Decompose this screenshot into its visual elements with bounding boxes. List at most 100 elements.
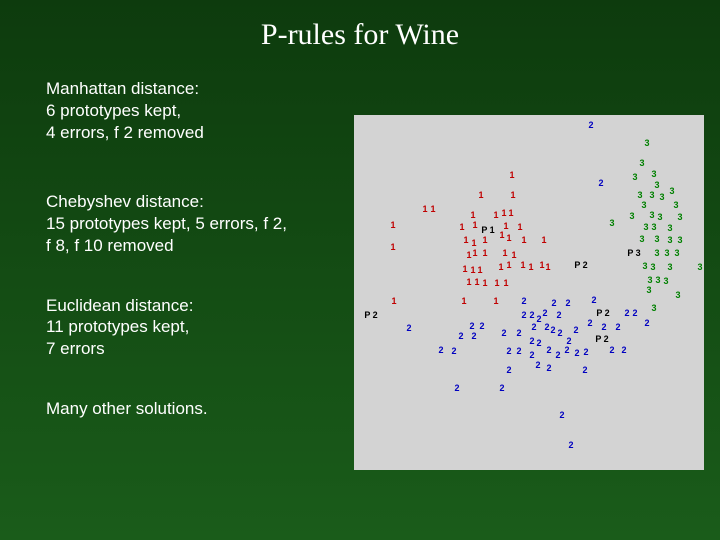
scatter-point: 1	[520, 260, 525, 270]
scatter-point: 2	[565, 298, 570, 308]
scatter-point: 1	[510, 190, 515, 200]
scatter-point: 2	[542, 308, 547, 318]
scatter-point: 3	[667, 262, 672, 272]
scatter-point: 3	[659, 192, 664, 202]
scatter-point: 2	[529, 350, 534, 360]
scatter-point: 1	[509, 170, 514, 180]
scatter-point: 1	[422, 204, 427, 214]
scatter-point: 2	[454, 383, 459, 393]
scatter-point: 3	[639, 234, 644, 244]
scatter-point: 3	[651, 169, 656, 179]
scatter-point: 2	[529, 310, 534, 320]
scatter-point: 1	[430, 204, 435, 214]
scatter-point: 2	[621, 345, 626, 355]
scatter-point: 3	[641, 200, 646, 210]
scatter-point: 1	[470, 210, 475, 220]
scatter-point: 1	[390, 220, 395, 230]
scatter-point: 1	[501, 208, 506, 218]
scatter-point: 2	[555, 350, 560, 360]
scatter-point: 3	[609, 218, 614, 228]
scatter-point: 1	[493, 210, 498, 220]
scatter-point: 3	[646, 285, 651, 295]
scatter-point: 3	[651, 303, 656, 313]
scatter-point: 2	[587, 318, 592, 328]
scatter-point: 1	[482, 235, 487, 245]
scatter-point: 2	[536, 338, 541, 348]
scatter-point: 2	[644, 318, 649, 328]
scatter-point: 3	[647, 275, 652, 285]
scatter-point: 3	[677, 212, 682, 222]
scatter-point: 1	[493, 296, 498, 306]
scatter-point: 1	[528, 262, 533, 272]
scatter-point: 1	[499, 230, 504, 240]
scatter-point: 2	[583, 347, 588, 357]
scatter-point: 3	[675, 290, 680, 300]
scatter-point: 2	[557, 328, 562, 338]
scatter-point: 3	[673, 200, 678, 210]
scatter-point: 2	[529, 336, 534, 346]
scatter-point: 3	[654, 234, 659, 244]
scatter-point: 3	[669, 186, 674, 196]
scatter-point: 1	[511, 250, 516, 260]
scatter-point: 3	[654, 248, 659, 258]
slide-title: P-rules for Wine	[0, 18, 720, 52]
scatter-point: 2	[516, 328, 521, 338]
scatter-point: P 2	[595, 334, 608, 344]
scatter-point: 3	[674, 248, 679, 258]
scatter-point: 3	[657, 212, 662, 222]
scatter-point: 1	[482, 278, 487, 288]
text-block-1: Chebyshev distance:15 prototypes kept, 5…	[46, 191, 356, 256]
scatter-point: 3	[649, 190, 654, 200]
scatter-point: 2	[458, 331, 463, 341]
scatter-point: 3	[639, 158, 644, 168]
scatter-point: 3	[655, 275, 660, 285]
scatter-point: 3	[650, 262, 655, 272]
scatter-point: 1	[459, 222, 464, 232]
scatter-point: 2	[516, 346, 521, 356]
scatter-point: 3	[643, 222, 648, 232]
scatter-point: 3	[663, 276, 668, 286]
scatter-point: 1	[474, 277, 479, 287]
scatter-point: 1	[391, 296, 396, 306]
scatter-point: 2	[559, 410, 564, 420]
scatter-point: 2	[536, 314, 541, 324]
scatter-point: 1	[502, 248, 507, 258]
scatter-point: 1	[470, 265, 475, 275]
scatter-point: 1	[462, 264, 467, 274]
scatter-point: 2	[546, 363, 551, 373]
scatter-point: 1	[472, 248, 477, 258]
scatter-point: 2	[531, 322, 536, 332]
scatter-point: 2	[469, 321, 474, 331]
scatter-point: 3	[632, 172, 637, 182]
scatter-point: 1	[463, 235, 468, 245]
scatter-point: 3	[667, 223, 672, 233]
scatter-point: 2	[550, 325, 555, 335]
scatter-point: P 2	[596, 308, 609, 318]
scatter-point: 2	[406, 323, 411, 333]
scatter-point: 2	[574, 348, 579, 358]
scatter-point: 3	[637, 190, 642, 200]
scatter-point: 1	[477, 265, 482, 275]
scatter-point: 1	[466, 250, 471, 260]
scatter-point: 1	[545, 262, 550, 272]
scatter-point: 3	[654, 180, 659, 190]
scatter-point: 1	[517, 222, 522, 232]
text-block-2: Euclidean distance:11 prototypes kept,7 …	[46, 295, 356, 360]
scatter-point: 2	[438, 345, 443, 355]
scatter-point: 2	[479, 321, 484, 331]
scatter-point: 2	[535, 360, 540, 370]
scatter-point: 2	[499, 383, 504, 393]
scatter-point: 1	[503, 278, 508, 288]
scatter-point: 1	[390, 242, 395, 252]
scatter-point: 2	[609, 345, 614, 355]
scatter-plot: 23123333311333331111113333111P 111333311…	[354, 115, 704, 470]
scatter-point: 3	[651, 222, 656, 232]
scatter-point: 2	[615, 322, 620, 332]
scatter-point: 2	[591, 295, 596, 305]
scatter-point: 1	[508, 208, 513, 218]
scatter-point: 2	[598, 178, 603, 188]
scatter-point: 3	[664, 248, 669, 258]
scatter-point: 1	[471, 238, 476, 248]
scatter-point: 1	[521, 235, 526, 245]
scatter-point: 2	[568, 440, 573, 450]
